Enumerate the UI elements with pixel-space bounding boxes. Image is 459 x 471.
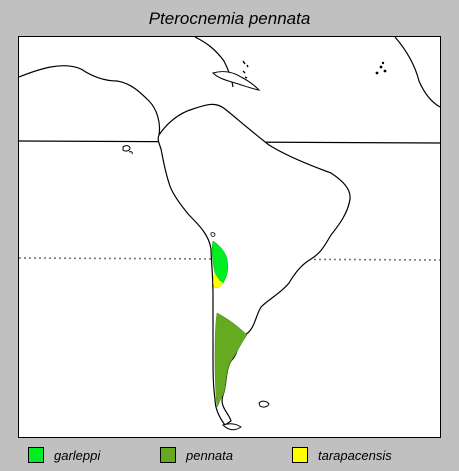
legend-label-tarapacensis: tarapacensis bbox=[318, 448, 392, 463]
tierra-del-fuego bbox=[222, 423, 242, 431]
north-america-coast bbox=[19, 65, 161, 136]
map-legend: garleppi pennata tarapacensis bbox=[0, 445, 459, 469]
swatch-garleppi bbox=[28, 447, 44, 463]
range-map bbox=[19, 37, 440, 431]
greater-antilles bbox=[212, 71, 261, 91]
northeast-coast bbox=[394, 37, 440, 108]
lesser-antilles bbox=[242, 60, 249, 79]
falkland-islands bbox=[258, 400, 270, 408]
legend-label-garleppi: garleppi bbox=[54, 448, 101, 463]
galapagos bbox=[122, 145, 133, 155]
swatch-pennata bbox=[160, 447, 176, 463]
map-panel bbox=[18, 36, 441, 438]
map-title: Pterocnemia pennata bbox=[148, 9, 311, 28]
range-pennata bbox=[214, 312, 248, 408]
south-america-coast bbox=[157, 103, 351, 426]
range-tarapacensis bbox=[213, 272, 224, 289]
legend-label-pennata: pennata bbox=[186, 448, 233, 463]
swatch-tarapacensis bbox=[292, 447, 308, 463]
